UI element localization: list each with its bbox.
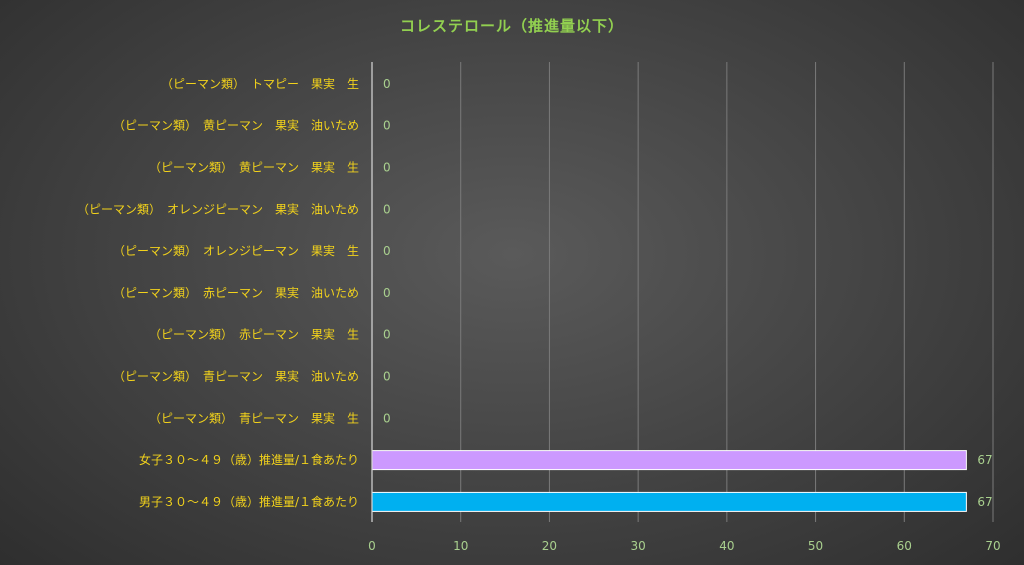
data-label-2: 0 [383, 161, 391, 175]
x-tick-label-70: 70 [985, 539, 1000, 553]
labels: 0 10 20 30 40 50 60 70 （ピーマン類） トマピー 果実 生 0 （ピーマン類）… [77, 76, 1001, 553]
category-label-4: （ピーマン類） オレンジピーマン 果実 生 [113, 243, 359, 258]
data-label-6: 0 [383, 328, 391, 342]
x-tick-label-20: 20 [542, 539, 557, 553]
data-label-4: 0 [383, 244, 391, 258]
x-tick-label-50: 50 [808, 539, 823, 553]
data-label-8: 0 [383, 411, 391, 425]
category-label-2: （ピーマン類） 黄ピーマン 果実 生 [149, 160, 359, 175]
category-label-5: （ピーマン類） 赤ピーマン 果実 油いため [113, 285, 359, 300]
category-label-10: 男子３０～４９（歳）推進量/１食あたり [139, 494, 359, 509]
x-tick-label-0: 0 [368, 539, 376, 553]
data-label-9: 67 [977, 453, 992, 467]
x-tick-label-40: 40 [719, 539, 734, 553]
data-label-0: 0 [383, 77, 391, 91]
category-label-1: （ピーマン類） 黄ピーマン 果実 油いため [113, 118, 359, 133]
data-label-5: 0 [383, 286, 391, 300]
category-label-3: （ピーマン類） オレンジピーマン 果実 油いため [77, 201, 359, 216]
bar-9 [371, 450, 967, 471]
bars [371, 450, 967, 512]
category-label-7: （ピーマン類） 青ピーマン 果実 油いため [113, 369, 359, 384]
bar-10 [371, 491, 967, 512]
data-label-7: 0 [383, 370, 391, 384]
data-label-3: 0 [383, 202, 391, 216]
category-label-8: （ピーマン類） 青ピーマン 果実 生 [149, 410, 359, 425]
data-label-10: 67 [977, 495, 992, 509]
category-label-9: 女子３０～４９（歳）推進量/１食あたり [139, 452, 359, 467]
x-tick-label-30: 30 [631, 539, 646, 553]
category-label-0: （ピーマン類） トマピー 果実 生 [161, 76, 359, 91]
x-tick-label-10: 10 [453, 539, 468, 553]
data-label-1: 0 [383, 119, 391, 133]
category-label-6: （ピーマン類） 赤ピーマン 果実 生 [149, 327, 359, 342]
chart-title: コレステロール（推進量以下） [399, 17, 624, 35]
x-tick-label-60: 60 [897, 539, 912, 553]
gridlines [460, 62, 994, 522]
